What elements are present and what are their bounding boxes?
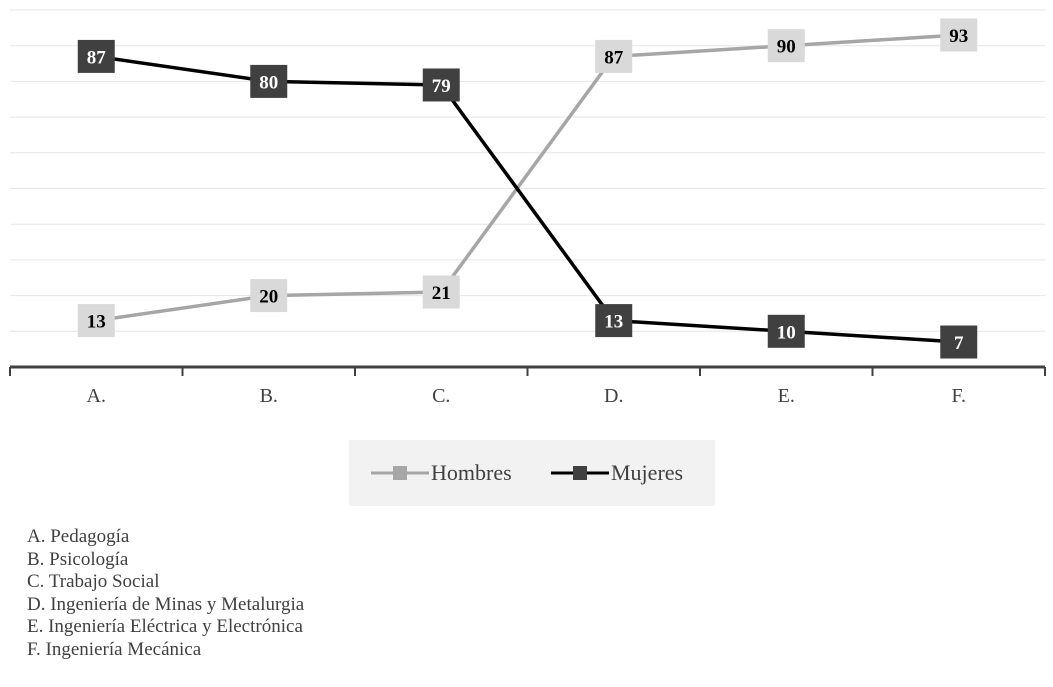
x-tick-label: D. <box>604 385 623 407</box>
data-label: 21 <box>422 275 460 309</box>
data-label: 87 <box>595 39 633 73</box>
data-label-text: 10 <box>777 322 796 343</box>
data-label-text: 13 <box>87 312 106 333</box>
legend-label-hombres: Hombres <box>431 460 512 485</box>
data-label-text: 21 <box>432 283 451 304</box>
data-label-text: 87 <box>604 47 624 68</box>
data-point-mujeres <box>595 304 633 338</box>
line-chart-plot: 13 20 21 87 90 93 87 80 79 13 10 7 A. B. C. D. E. F. <box>9 9 1046 407</box>
data-point-hombres <box>422 275 460 309</box>
x-tick-label: B. <box>260 385 278 407</box>
data-label: 7 <box>940 325 978 359</box>
data-label: 13 <box>77 304 115 338</box>
data-point-hombres <box>940 18 978 52</box>
note-f: F. Ingeniería Mecánica <box>27 638 202 660</box>
series-line-hombres <box>95 33 959 323</box>
note-a: A. Pedagogía <box>27 526 130 547</box>
data-label-text: 93 <box>949 26 968 47</box>
legend-label-mujeres: Mujeres <box>611 460 684 485</box>
data-label: 80 <box>250 64 288 98</box>
data-label-text: 20 <box>259 287 278 308</box>
legend-swatch-hombres <box>371 466 429 480</box>
gridlines <box>10 9 1045 332</box>
x-tick-label: C. <box>432 385 450 407</box>
data-point-mujeres <box>767 314 805 348</box>
data-label-text: 90 <box>777 37 796 58</box>
x-tick-label: E. <box>778 385 795 407</box>
data-point-hombres <box>250 279 288 313</box>
data-point-mujeres <box>422 68 460 102</box>
data-label-text: 87 <box>87 47 107 68</box>
series-lines <box>95 33 959 344</box>
note-e: E. Ingeniería Eléctrica y Electrónica <box>27 616 303 638</box>
x-axis <box>9 365 1046 376</box>
data-point-mujeres <box>77 39 115 73</box>
data-labels: 13 20 21 87 90 93 87 80 79 13 10 7 <box>77 18 978 359</box>
note-b: B. Psicología <box>27 548 129 570</box>
legend-swatch-mujeres <box>551 466 609 480</box>
x-tick-labels: A. B. C. D. E. F. <box>87 385 966 407</box>
series-line-mujeres <box>95 54 959 344</box>
data-label-text: 80 <box>259 72 278 93</box>
data-label: 79 <box>422 68 460 102</box>
data-label: 90 <box>767 29 805 63</box>
legend: Hombres Mujeres <box>349 440 715 506</box>
data-label: 93 <box>940 18 978 52</box>
x-tick-label: A. <box>87 385 106 407</box>
data-label-text: 79 <box>432 76 451 97</box>
note-c: C. Trabajo Social <box>27 571 160 593</box>
data-point-mujeres <box>250 64 288 98</box>
data-label: 87 <box>77 39 115 73</box>
category-notes: A. Pedagogía B. Psicología C. Trabajo So… <box>27 526 1027 662</box>
data-label-text: 7 <box>954 333 964 354</box>
data-point-hombres <box>595 39 633 73</box>
data-point-mujeres <box>940 325 978 359</box>
legend-item-hombres: Hombres <box>371 460 512 486</box>
note-d: D. Ingeniería de Minas y Metalurgia <box>27 593 305 615</box>
legend-item-mujeres: Mujeres <box>551 460 683 486</box>
data-point-hombres <box>767 29 805 63</box>
data-label-text: 13 <box>604 312 623 333</box>
data-label: 20 <box>250 279 288 313</box>
data-point-hombres <box>77 304 115 338</box>
x-tick-label: F. <box>951 385 966 407</box>
data-label: 10 <box>767 314 805 348</box>
data-label: 13 <box>595 304 633 338</box>
